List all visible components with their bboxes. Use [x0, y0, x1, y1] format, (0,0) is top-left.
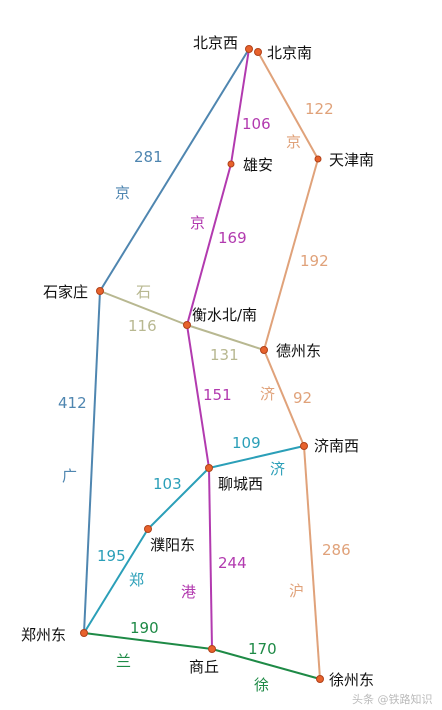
line-char-jinghu-2: 沪 [289, 582, 304, 600]
line-char-xulan-1: 兰 [116, 652, 131, 670]
station-label-hengshui: 衡水北/南 [192, 306, 257, 324]
line-char-jingguang-2: 广 [62, 467, 77, 485]
distance-hengshui-dezhoudong: 131 [210, 346, 239, 364]
edge-tianjinnan-dezhoudong [263, 158, 319, 351]
station-label-shijiazhuang: 石家庄 [43, 283, 88, 301]
station-label-puyangdong: 濮阳东 [150, 536, 195, 554]
edge-shijiazhuang-zhengzhoudong [83, 290, 101, 634]
line-char-shiji-1: 石 [136, 283, 151, 301]
line-char-zhengji-2: 郑 [129, 571, 144, 589]
station-label-dezhoudong: 德州东 [276, 342, 321, 360]
watermark: 头条 @铁路知识 [352, 692, 433, 706]
station-node-dezhoudong [260, 346, 268, 354]
distance-shijiazhuang-zhengzhoudong: 412 [58, 394, 87, 412]
station-node-jinanxi [300, 442, 308, 450]
edge-jinanxi-liaocheng [208, 445, 305, 469]
line-char-shiji-2: 济 [260, 385, 275, 403]
station-label-xuzhoudong: 徐州东 [329, 671, 374, 689]
edge-liaocheng-puyangdong [147, 467, 210, 530]
station-node-tianjinnan [314, 155, 322, 163]
distance-puyangdong-zhengzhoudong: 195 [97, 547, 126, 565]
distance-jinanxi-xuzhoudong: 286 [322, 541, 351, 559]
station-label-xiongan: 雄安 [243, 156, 273, 174]
station-label-jinanxi: 济南西 [314, 437, 359, 455]
line-char-jinggang-2: 港 [181, 583, 196, 601]
distance-zhengzhoudong-shangqiu: 190 [130, 619, 159, 637]
distance-shijiazhuang-hengshui: 116 [128, 317, 157, 335]
station-label-liaocheng: 聊城西 [218, 475, 263, 493]
distance-liaocheng-shangqiu: 244 [218, 554, 247, 572]
station-node-puyangdong [144, 525, 152, 533]
edge-beijingxi-xiongan [230, 48, 250, 165]
distance-liaocheng-puyangdong: 103 [153, 475, 182, 493]
station-node-xuzhoudong [316, 675, 324, 683]
station-label-shangqiu: 商丘 [189, 658, 219, 676]
edge-xiongan-hengshui [186, 163, 232, 326]
line-char-jinggang-1: 京 [190, 214, 205, 232]
station-node-hengshui [183, 321, 191, 329]
edge-dezhoudong-jinanxi [263, 349, 305, 447]
edge-beijingnan-tianjinnan [257, 51, 319, 160]
station-node-shijiazhuang [96, 287, 104, 295]
station-node-liaocheng [205, 464, 213, 472]
distance-beijingnan-tianjinnan: 122 [305, 100, 334, 118]
line-char-zhengji-1: 济 [270, 460, 285, 478]
distance-xiongan-hengshui: 169 [218, 229, 247, 247]
distance-beijingxi-xiongan: 106 [242, 115, 271, 133]
distance-tianjinnan-dezhoudong: 192 [300, 252, 329, 270]
edge-beijingxi-shijiazhuang [99, 48, 250, 292]
station-node-beijingxi [245, 45, 253, 53]
edge-zhengzhoudong-shangqiu [83, 632, 213, 650]
distance-dezhoudong-jinanxi: 92 [293, 389, 312, 407]
distance-jinanxi-liaocheng: 109 [232, 434, 261, 452]
distance-hengshui-liaocheng: 151 [203, 386, 232, 404]
station-node-xiongan [227, 160, 235, 168]
line-char-jinghu-1: 京 [286, 133, 301, 151]
line-char-xulan-2: 徐 [254, 676, 269, 694]
station-label-tianjinnan: 天津南 [329, 151, 374, 169]
line-char-jingguang-1: 京 [115, 184, 130, 202]
station-label-zhengzhoudong: 郑州东 [21, 626, 66, 644]
edge-hengshui-dezhoudong [186, 324, 265, 351]
edge-shangqiu-xuzhoudong [211, 648, 321, 680]
station-node-zhengzhoudong [80, 629, 88, 637]
edge-jinanxi-xuzhoudong [303, 445, 321, 680]
edge-liaocheng-shangqiu [208, 467, 213, 650]
edge-hengshui-liaocheng [186, 324, 210, 469]
edge-puyangdong-zhengzhoudong [83, 528, 149, 634]
edge-shijiazhuang-hengshui [99, 290, 188, 326]
station-node-beijingnan [254, 48, 262, 56]
station-label-beijingxi: 北京西 [193, 34, 238, 52]
station-node-shangqiu [208, 645, 216, 653]
distance-shangqiu-xuzhoudong: 170 [248, 640, 277, 658]
station-label-beijingnan: 北京南 [267, 44, 312, 62]
distance-beijingxi-shijiazhuang: 281 [134, 148, 163, 166]
